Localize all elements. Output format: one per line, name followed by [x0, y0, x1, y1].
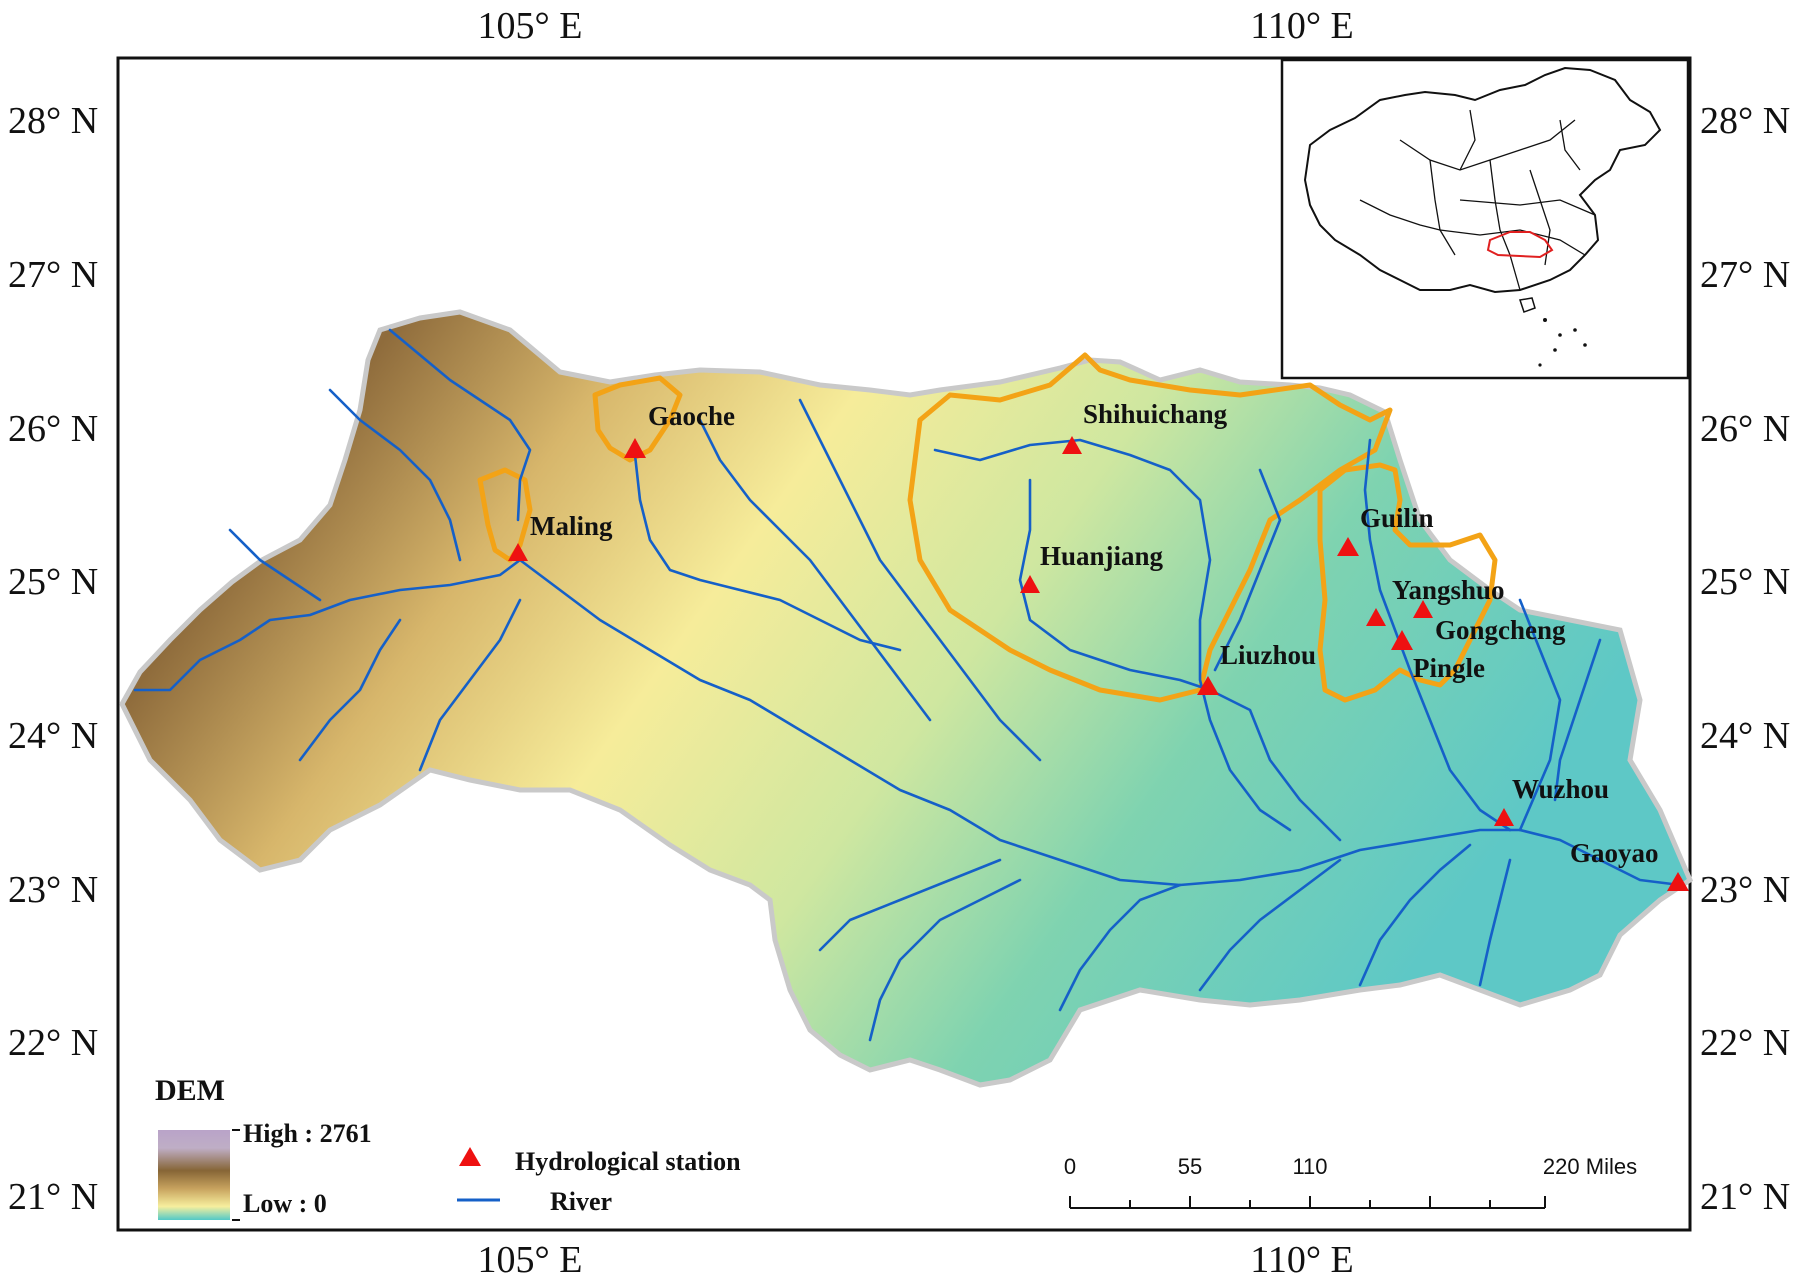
station-label-yangshuo: Yangshuo — [1392, 575, 1505, 605]
river-shihui — [933, 438, 1292, 832]
station-label-gongcheng: Gongcheng — [1435, 615, 1566, 645]
scale-label-110: 110 — [1292, 1154, 1327, 1179]
stations — [508, 436, 1689, 891]
lat-label-left-28: 28° N — [8, 100, 98, 142]
station-gaoyao-marker — [1667, 872, 1689, 891]
river-mid2 — [798, 398, 1042, 762]
river-east2 — [1553, 638, 1602, 802]
legend-high-label: High : 2761 — [243, 1119, 372, 1148]
legend-dem-title: DEM — [155, 1074, 225, 1107]
river-north-trib — [388, 328, 532, 522]
scale-label-0: 0 — [1064, 1154, 1076, 1179]
river-main — [133, 558, 1682, 887]
station-shihuichang-marker — [1062, 436, 1082, 454]
station-label-gaoyao: Gaoyao — [1570, 838, 1659, 868]
river-huanjiang — [1018, 478, 1212, 692]
subbasin-gaoche — [592, 375, 683, 463]
station-label-liuzhou: Liuzhou — [1220, 640, 1316, 670]
station-maling-marker — [508, 543, 528, 561]
province-lines — [1359, 109, 1596, 291]
station-label-gaoche: Gaoche — [648, 401, 735, 431]
river-south4 — [1198, 858, 1342, 992]
station-yangshuo-marker — [1413, 600, 1433, 618]
river-south3 — [1058, 883, 1182, 1012]
subbasin-guilin — [1317, 462, 1498, 703]
subbasin-boundaries — [477, 352, 1498, 703]
map-frame — [116, 56, 1692, 1232]
river-south5 — [1358, 843, 1472, 987]
lat-label-left-25: 25° N — [8, 561, 98, 603]
lat-label-right-26: 26° N — [1700, 408, 1790, 450]
river-mid1 — [698, 418, 932, 722]
legend-dem-ramp — [158, 1130, 230, 1220]
lat-label-left-24: 24° N — [8, 715, 98, 757]
station-label-pingle: Pingle — [1413, 653, 1485, 683]
river-south1 — [818, 858, 1002, 952]
inset-map — [1280, 58, 1690, 380]
lat-label-right-27: 27° N — [1700, 254, 1790, 296]
legend-station-symbol — [459, 1147, 481, 1166]
river-gaoche — [633, 453, 902, 652]
legend-low-label: Low : 0 — [243, 1189, 327, 1218]
river-liu-east — [1208, 688, 1342, 842]
lat-label-left-26: 26° N — [8, 408, 98, 450]
lon-label-top-105: 105° E — [478, 5, 583, 47]
lat-label-right-24: 24° N — [1700, 715, 1790, 757]
river-west-trib — [328, 388, 462, 562]
river-west-south — [298, 618, 402, 762]
station-liuzhou-marker — [1197, 676, 1219, 695]
scale-label-220: 220 Miles — [1543, 1154, 1637, 1179]
subbasin-liuzhou — [907, 352, 1393, 703]
station-guilin-marker — [1337, 537, 1359, 556]
subbasin-maling — [477, 467, 533, 563]
lat-label-right-22: 22° N — [1700, 1022, 1790, 1064]
lat-label-right-28: 28° N — [1700, 100, 1790, 142]
river-south6 — [1478, 858, 1512, 987]
lon-label-bottom-110: 110° E — [1250, 1239, 1354, 1281]
river-network — [133, 328, 1682, 1042]
lat-label-left-22: 22° N — [8, 1022, 98, 1064]
station-pingle-marker — [1391, 630, 1413, 650]
inset-study-area — [1486, 231, 1554, 259]
lat-label-left-27: 27° N — [8, 254, 98, 296]
hainan-island — [1519, 297, 1536, 313]
lat-label-left-23: 23° N — [8, 869, 98, 911]
station-huanjiang-marker — [1020, 575, 1040, 593]
station-gaoche-marker — [624, 438, 646, 458]
river-east1 — [1518, 598, 1562, 832]
legend-river-label: River — [550, 1187, 612, 1216]
station-gongcheng-marker — [1366, 608, 1386, 626]
river-west-north — [228, 528, 322, 602]
china-outline — [1303, 66, 1662, 294]
lon-label-top-110: 110° E — [1250, 5, 1354, 47]
lat-label-right-23: 23° N — [1700, 869, 1790, 911]
river-sw — [418, 598, 522, 772]
station-label-maling: Maling — [530, 511, 613, 541]
station-wuzhou-marker — [1494, 808, 1514, 826]
lat-label-right-25: 25° N — [1700, 561, 1790, 603]
river-liuzhou-branch — [1213, 468, 1282, 672]
lat-label-left-21: 21° N — [8, 1176, 98, 1218]
pearl-river-basin — [119, 309, 1694, 1088]
station-label-wuzhou: Wuzhou — [1512, 774, 1609, 804]
south-sea-islands — [1538, 318, 1587, 367]
station-label-shihuichang: Shihuichang — [1083, 399, 1228, 429]
lat-label-right-21: 21° N — [1700, 1176, 1790, 1218]
scale-bar — [1069, 1196, 1546, 1209]
lon-label-bottom-105: 105° E — [478, 1239, 583, 1281]
station-label-huanjiang: Huanjiang — [1040, 541, 1164, 571]
scale-label-55: 55 — [1178, 1154, 1202, 1179]
station-label-guilin: Guilin — [1360, 503, 1434, 533]
legend-station-label: Hydrological station — [515, 1147, 741, 1176]
river-south2 — [868, 878, 1022, 1042]
